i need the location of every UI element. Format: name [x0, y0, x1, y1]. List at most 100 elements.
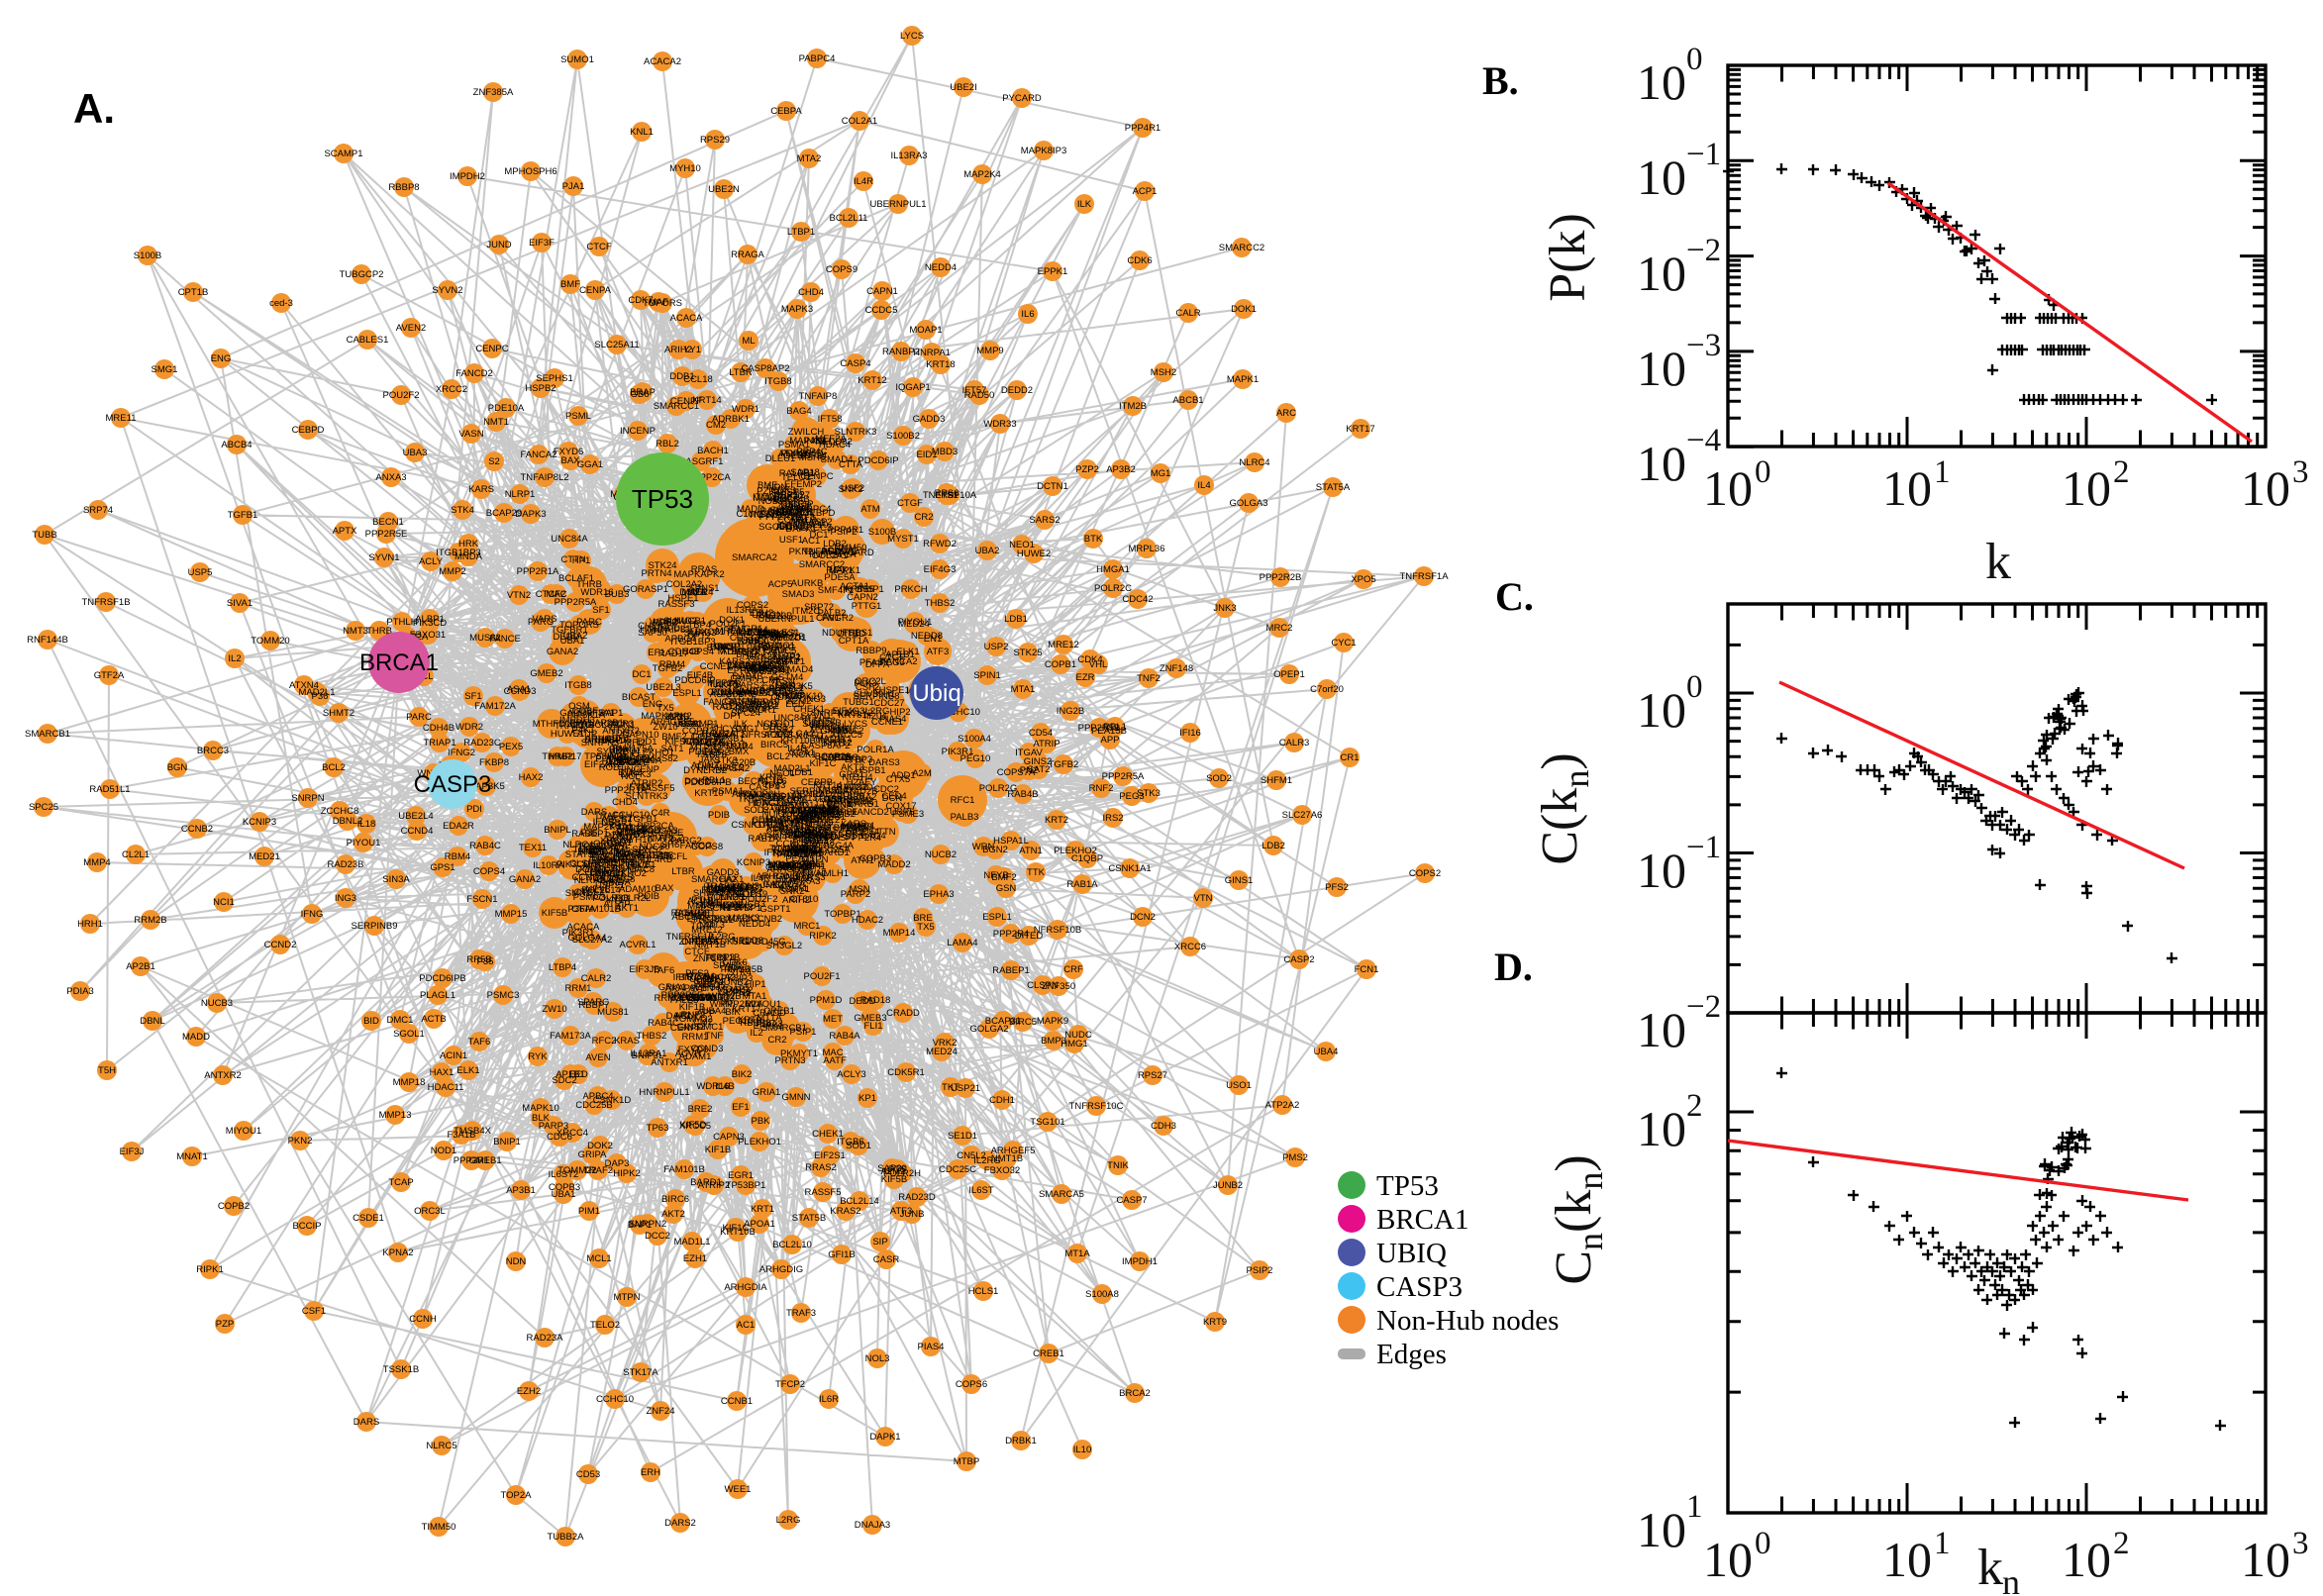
svg-text:MMP9: MMP9	[976, 346, 1003, 356]
svg-text:RASSF3: RASSF3	[658, 599, 695, 610]
svg-text:EIF3JB: EIF3JB	[629, 964, 659, 975]
svg-text:LYCS: LYCS	[900, 31, 924, 42]
svg-text:ROD1: ROD1	[599, 762, 625, 773]
svg-text:KIF1B: KIF1B	[705, 1145, 731, 1155]
svg-text:KPNA2: KPNA2	[382, 1247, 413, 1258]
svg-text:PIK3CD: PIK3CD	[413, 618, 447, 629]
svg-text:DAPK1: DAPK1	[869, 1432, 900, 1443]
svg-text:SMG1: SMG1	[152, 364, 178, 375]
svg-text:ZW10: ZW10	[542, 1004, 566, 1015]
svg-text:WDR2: WDR2	[455, 722, 483, 733]
svg-text:PPP3CA: PPP3CA	[637, 821, 674, 832]
svg-text:USP21: USP21	[951, 1083, 980, 1094]
svg-text:PBK: PBK	[751, 1116, 770, 1127]
svg-text:TP53: TP53	[1376, 1170, 1439, 1202]
svg-text:TRIAP1: TRIAP1	[423, 738, 455, 748]
svg-text:TOPBP1: TOPBP1	[824, 909, 860, 920]
svg-text:PPP4R1: PPP4R1	[828, 525, 863, 536]
svg-text:COPB1: COPB1	[1045, 659, 1076, 670]
svg-text:0: 0	[1755, 454, 1771, 490]
svg-text:WDR1: WDR1	[732, 404, 759, 415]
svg-text:DNAJA3: DNAJA3	[855, 1520, 890, 1531]
svg-text:ACACA: ACACA	[670, 313, 703, 324]
svg-text:HDAC1: HDAC1	[609, 746, 641, 756]
svg-text:MSN: MSN	[849, 884, 869, 895]
svg-text:S100B2: S100B2	[886, 431, 920, 442]
svg-text:IL6R: IL6R	[819, 1394, 839, 1405]
svg-text:SUMO2: SUMO2	[663, 616, 697, 627]
svg-text:IFT58: IFT58	[818, 414, 843, 425]
svg-text:PJA1: PJA1	[562, 181, 585, 192]
svg-text:FAM101B: FAM101B	[663, 1164, 705, 1175]
svg-text:WEE1: WEE1	[725, 1484, 752, 1495]
svg-text:MAPK9: MAPK9	[1037, 1016, 1068, 1027]
svg-text:−4: −4	[1686, 423, 1721, 458]
svg-text:STK4: STK4	[451, 505, 474, 516]
svg-text:2: 2	[2113, 1526, 2130, 1561]
svg-text:ACLY3: ACLY3	[763, 730, 792, 741]
svg-text:ATP2A2: ATP2A2	[1265, 1100, 1300, 1111]
svg-text:CD53: CD53	[576, 1469, 600, 1480]
svg-text:PLK1: PLK1	[766, 823, 789, 834]
svg-text:SPIN1: SPIN1	[973, 670, 1000, 681]
svg-text:PSML: PSML	[565, 411, 591, 422]
svg-text:MG1: MG1	[1151, 468, 1171, 479]
svg-text:ATN1: ATN1	[1019, 846, 1043, 856]
svg-text:CDC25A: CDC25A	[813, 845, 851, 855]
svg-text:CCNB2: CCNB2	[751, 914, 782, 925]
svg-text:PRTN3: PRTN3	[775, 1055, 806, 1066]
svg-text:POLR1A: POLR1A	[857, 745, 894, 755]
svg-text:RBBP8: RBBP8	[388, 182, 419, 193]
svg-text:HAX2: HAX2	[519, 772, 544, 783]
svg-text:MYH10: MYH10	[669, 163, 701, 174]
svg-text:IL4R: IL4R	[854, 176, 873, 187]
svg-text:GINS1: GINS1	[1225, 875, 1254, 886]
svg-text:FAM173A: FAM173A	[550, 1031, 591, 1042]
svg-text:PYCARD: PYCARD	[1002, 93, 1042, 104]
svg-text:PPP2R4: PPP2R4	[993, 929, 1029, 940]
svg-text:RBBP9: RBBP9	[856, 646, 886, 656]
svg-text:L2RG: L2RG	[776, 1515, 801, 1526]
svg-text:DEDD: DEDD	[850, 996, 876, 1007]
svg-text:CR2: CR2	[767, 1035, 786, 1046]
svg-text:NUCB2: NUCB2	[925, 849, 957, 860]
svg-text:AP3B1: AP3B1	[506, 1185, 536, 1196]
svg-text:CL2L1: CL2L1	[122, 849, 150, 860]
svg-text:RPS29: RPS29	[700, 135, 730, 146]
svg-text:BECN1: BECN1	[372, 517, 404, 528]
svg-text:2: 2	[1686, 1088, 1703, 1124]
svg-text:−1: −1	[1686, 830, 1721, 865]
svg-text:GMNN: GMNN	[781, 1092, 810, 1103]
svg-text:10: 10	[1637, 150, 1686, 205]
svg-text:HAX1: HAX1	[430, 1067, 454, 1078]
svg-text:COPS7A: COPS7A	[997, 767, 1036, 778]
svg-text:ML: ML	[742, 336, 755, 347]
svg-text:SNRPN: SNRPN	[291, 793, 324, 804]
svg-text:−2: −2	[1686, 989, 1721, 1025]
svg-text:ACLY2: ACLY2	[844, 708, 872, 719]
svg-text:CDC42: CDC42	[1122, 594, 1153, 605]
svg-text:RABEP1: RABEP1	[992, 965, 1030, 976]
svg-text:AP2B1: AP2B1	[126, 961, 155, 972]
svg-text:GADD3: GADD3	[913, 414, 946, 425]
svg-text:HSPA1L: HSPA1L	[993, 836, 1029, 847]
svg-text:TSSK1B: TSSK1B	[383, 1364, 419, 1375]
svg-text:MOAP1: MOAP1	[909, 325, 942, 336]
svg-text:PPP2R5E: PPP2R5E	[365, 529, 408, 540]
svg-text:MNAT1: MNAT1	[176, 1151, 208, 1162]
svg-text:EF1: EF1	[648, 648, 664, 658]
svg-text:KRT1: KRT1	[751, 1204, 774, 1215]
svg-text:UBA1: UBA1	[552, 1189, 576, 1200]
svg-text:CCDC5: CCDC5	[865, 305, 898, 316]
svg-text:BMF2: BMF2	[991, 872, 1016, 883]
svg-text:S100A4: S100A4	[958, 734, 991, 745]
svg-text:1: 1	[1686, 1489, 1703, 1525]
svg-text:CSNK1A1: CSNK1A1	[1108, 863, 1151, 874]
svg-text:1: 1	[1934, 1526, 1951, 1561]
svg-text:CDK5R1: CDK5R1	[887, 1067, 925, 1078]
svg-text:PABPC4: PABPC4	[799, 53, 836, 64]
svg-text:3: 3	[2292, 454, 2309, 490]
svg-text:TUBB: TUBB	[32, 530, 56, 541]
svg-text:APOA1: APOA1	[732, 789, 763, 800]
svg-text:POLR2C: POLR2C	[1094, 583, 1132, 594]
